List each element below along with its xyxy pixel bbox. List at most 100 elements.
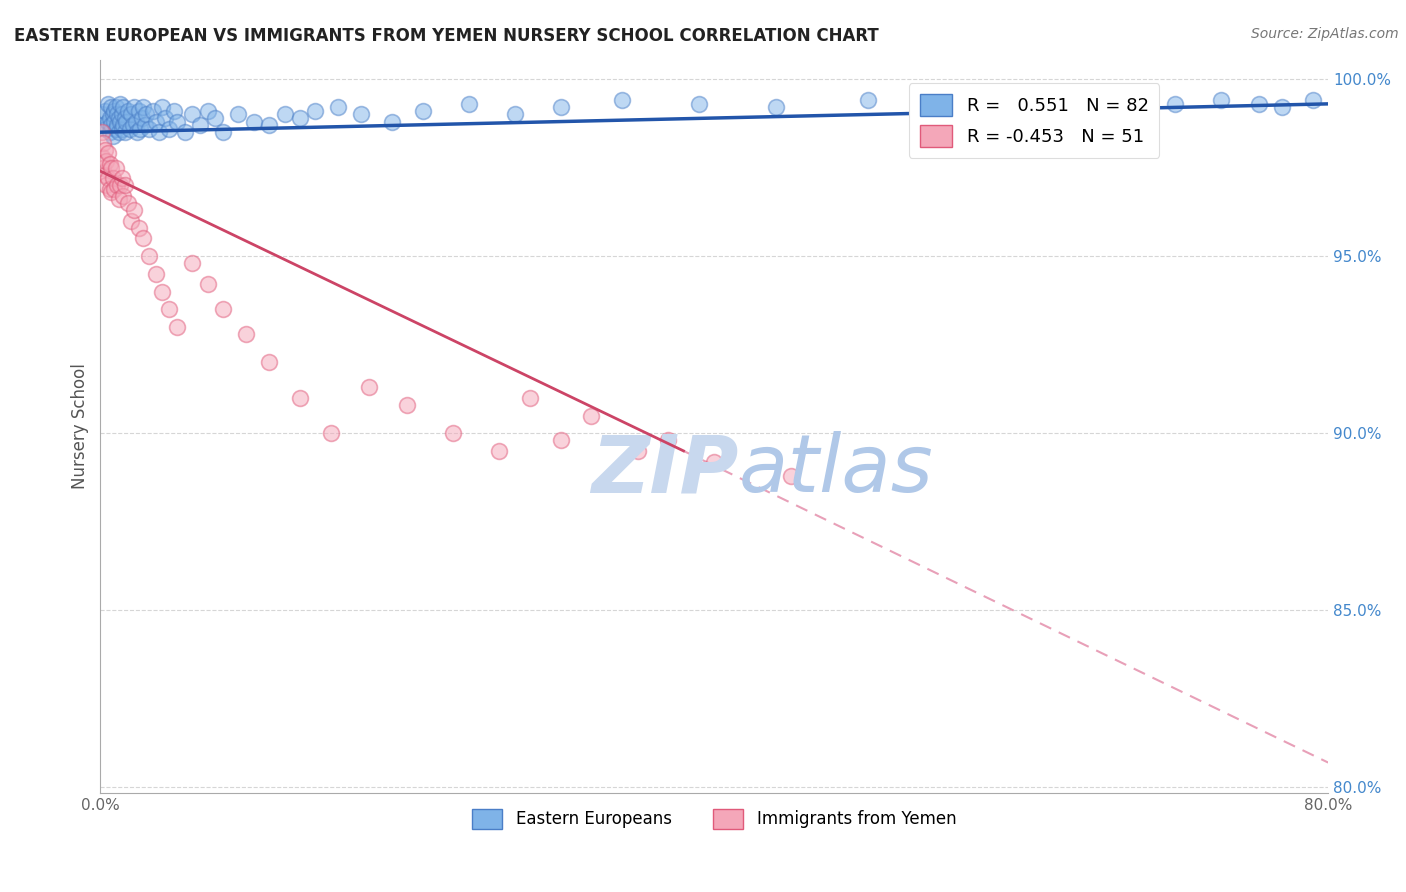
Point (166, 114, 188, 128)
Point (150, 285, 173, 299)
Point (90, 150, 112, 164)
Point (100, 118, 122, 132)
Legend: Eastern Europeans, Immigrants from Yemen: Eastern Europeans, Immigrants from Yemen (465, 802, 963, 836)
Point (228, 107, 250, 121)
Point (949, 96, 972, 111)
Point (181, 256, 204, 270)
Point (111, 107, 134, 121)
Point (101, 128, 124, 143)
Text: EASTERN EUROPEAN VS IMMIGRANTS FROM YEMEN NURSERY SCHOOL CORRELATION CHART: EASTERN EUROPEAN VS IMMIGRANTS FROM YEME… (14, 27, 879, 45)
Point (105, 107, 128, 121)
Point (110, 114, 132, 128)
Point (188, 118, 211, 132)
Point (273, 107, 295, 121)
Point (148, 125, 170, 139)
Point (288, 111, 311, 125)
Point (581, 409, 603, 423)
Point (166, 320, 188, 334)
Point (120, 213, 142, 227)
Point (121, 118, 143, 132)
Point (328, 100, 350, 114)
Point (703, 454, 725, 468)
Point (97, 171, 120, 186)
Point (288, 391, 311, 405)
Point (396, 398, 419, 412)
Point (132, 100, 155, 114)
Point (104, 121, 127, 136)
Point (112, 189, 135, 203)
Point (856, 93, 879, 107)
Point (96, 178, 118, 193)
Point (550, 100, 572, 114)
Point (204, 111, 226, 125)
Point (626, 444, 648, 458)
Point (181, 107, 204, 121)
Point (357, 380, 380, 394)
Point (304, 103, 326, 118)
Point (1118, 90, 1140, 104)
Point (243, 114, 266, 128)
Point (114, 125, 136, 139)
Y-axis label: Nursery School: Nursery School (72, 363, 89, 489)
Point (519, 391, 541, 405)
Point (688, 96, 710, 111)
Point (212, 125, 235, 139)
Text: ZIP: ZIP (592, 431, 738, 509)
Point (117, 103, 139, 118)
Point (93, 161, 115, 175)
Point (94, 168, 117, 182)
Point (117, 196, 139, 211)
Point (100, 161, 122, 175)
Point (129, 121, 152, 136)
Point (111, 121, 134, 136)
Point (657, 434, 679, 448)
Point (197, 277, 219, 292)
Point (135, 107, 157, 121)
Text: atlas: atlas (738, 431, 934, 509)
Point (212, 302, 235, 317)
Point (112, 118, 135, 132)
Point (97, 146, 120, 161)
Text: Source: ZipAtlas.com: Source: ZipAtlas.com (1251, 27, 1399, 41)
Point (780, 468, 803, 483)
Point (145, 267, 167, 281)
Point (141, 103, 163, 118)
Point (105, 118, 128, 132)
Point (197, 103, 219, 118)
Point (381, 114, 404, 128)
Point (120, 107, 142, 121)
Point (138, 249, 160, 263)
Point (110, 178, 132, 193)
Point (107, 193, 129, 207)
Point (96, 153, 118, 168)
Point (441, 426, 464, 441)
Point (96, 121, 118, 136)
Point (1040, 100, 1063, 114)
Point (503, 107, 526, 121)
Point (163, 103, 186, 118)
Point (90, 107, 112, 121)
Point (98, 182, 121, 196)
Point (157, 302, 180, 317)
Point (93, 118, 115, 132)
Point (1209, 93, 1232, 107)
Point (132, 231, 155, 245)
Point (131, 111, 153, 125)
Point (107, 125, 129, 139)
Point (412, 103, 434, 118)
Point (319, 426, 342, 441)
Point (350, 107, 373, 121)
Point (114, 178, 136, 193)
Point (765, 100, 787, 114)
Point (94, 143, 117, 157)
Point (457, 96, 479, 111)
Point (612, 93, 634, 107)
Point (1271, 100, 1294, 114)
Point (103, 103, 125, 118)
Point (128, 220, 150, 235)
Point (110, 96, 132, 111)
Point (100, 100, 122, 114)
Point (104, 100, 127, 114)
Point (257, 118, 280, 132)
Point (100, 186, 122, 200)
